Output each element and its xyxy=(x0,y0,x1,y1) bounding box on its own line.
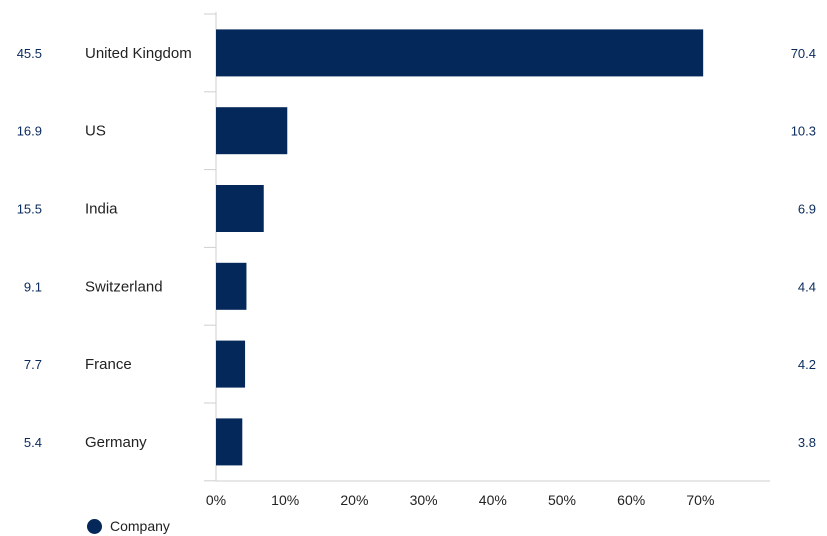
x-tick-label: 40% xyxy=(479,492,507,508)
left-value-label: 16.9 xyxy=(17,124,42,139)
x-tick-label: 20% xyxy=(340,492,368,508)
bar xyxy=(216,418,243,466)
bar xyxy=(216,29,704,77)
right-value-label: 4.2 xyxy=(798,357,816,372)
right-value-label: 4.4 xyxy=(798,279,816,294)
legend-label: Company xyxy=(110,518,170,534)
right-value-label: 10.3 xyxy=(791,124,816,139)
x-tick-label: 50% xyxy=(548,492,576,508)
right-value-label: 3.8 xyxy=(798,435,816,450)
left-value-label: 15.5 xyxy=(17,202,42,217)
right-value-label: 70.4 xyxy=(791,46,816,61)
category-label: Switzerland xyxy=(85,278,163,295)
x-tick-label: 30% xyxy=(410,492,438,508)
legend-circle-icon xyxy=(87,518,102,534)
right-value-label: 6.9 xyxy=(798,202,816,217)
category-label: United Kingdom xyxy=(85,45,192,62)
x-tick-label: 60% xyxy=(617,492,645,508)
category-label: US xyxy=(85,123,106,140)
left-value-label: 9.1 xyxy=(24,279,42,294)
legend: Company xyxy=(87,518,170,534)
category-label: France xyxy=(85,356,132,373)
bar xyxy=(216,107,288,155)
left-value-label: 7.7 xyxy=(24,357,42,372)
category-label: India xyxy=(85,201,118,218)
bar xyxy=(216,262,247,310)
bar xyxy=(216,340,246,388)
category-label: Germany xyxy=(85,434,147,451)
x-tick-label: 10% xyxy=(271,492,299,508)
x-tick-label: 70% xyxy=(686,492,714,508)
x-tick-label: 0% xyxy=(206,492,226,508)
bar xyxy=(216,185,264,232)
left-value-label: 5.4 xyxy=(24,435,42,450)
left-value-label: 45.5 xyxy=(17,46,42,61)
